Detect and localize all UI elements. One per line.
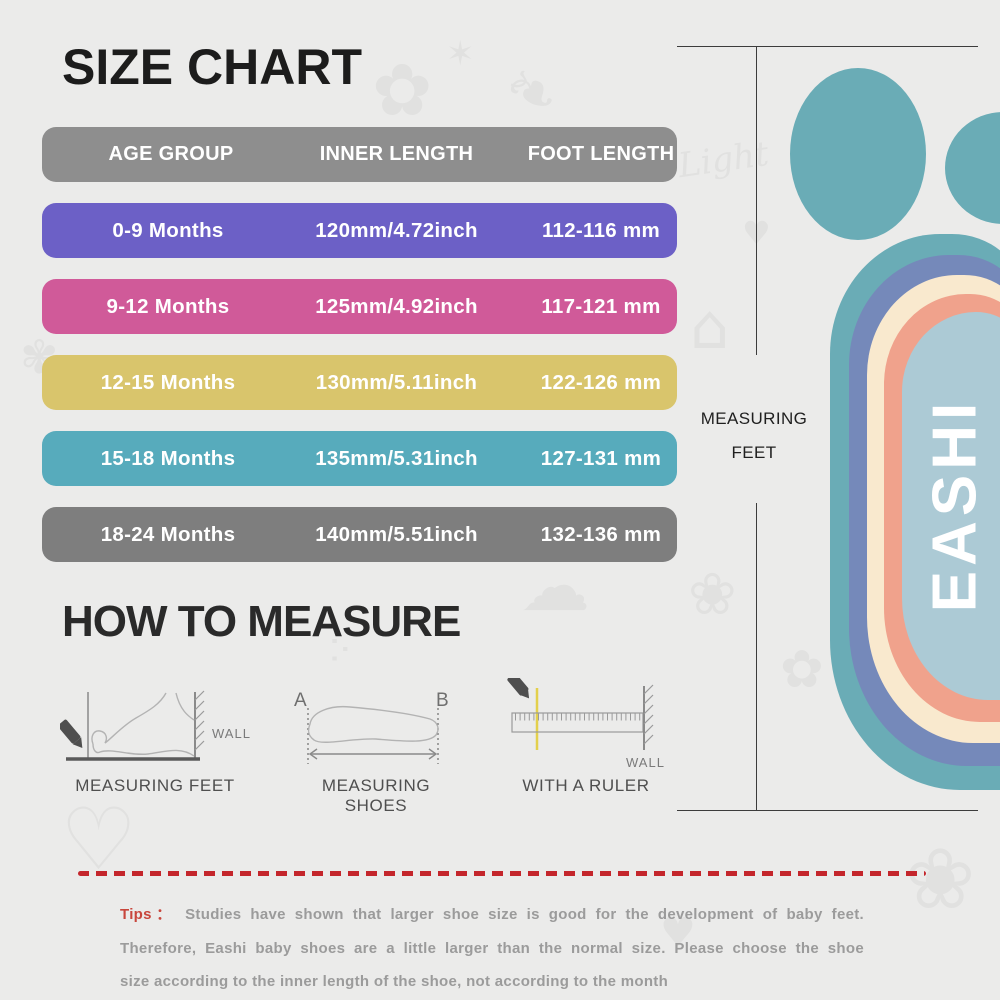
ruler-body [511, 712, 644, 733]
cell-inner-length: 140mm/5.51inch [315, 522, 478, 546]
cell-inner-length: 125mm/4.92inch [315, 294, 478, 318]
doodle-star-icon: ✶ [446, 34, 475, 74]
measure-line-bottom [677, 810, 978, 811]
wall-text: WALL [626, 755, 665, 770]
tips-line-2: Therefore, Eashi baby shoes are a little… [120, 939, 864, 957]
cell-inner-length: 120mm/4.72inch [315, 218, 478, 242]
diagram-label-measuring-shoes: MEASURING SHOES [321, 776, 431, 815]
table-row: 18-24 Months 140mm/5.51inch 132-136 mm [42, 507, 677, 562]
wall-text: WALL [212, 726, 250, 741]
table-row: 12-15 Months 130mm/5.11inch 122-126 mm [42, 355, 677, 410]
header-foot-length: FOOT LENGTH [527, 143, 675, 165]
shoe-sole-outline [307, 705, 439, 743]
foot-profile-outline [91, 692, 195, 757]
table-row: 0-9 Months 120mm/4.72inch 112-116 mm [42, 203, 677, 258]
cell-age-group: 15-18 Months [100, 446, 236, 470]
doodle-house-icon: ⌂ [690, 290, 730, 363]
cell-foot-length: 132-136 mm [540, 522, 662, 546]
table-row: 9-12 Months 125mm/4.92inch 117-121 mm [42, 279, 677, 334]
measure-line-vertical-lower [756, 503, 757, 810]
header-inner-length: INNER LENGTH [319, 143, 474, 165]
cell-foot-length: 122-126 mm [540, 370, 662, 394]
cell-inner-length: 130mm/5.11inch [315, 370, 478, 394]
length-arrow-icon [308, 748, 438, 760]
pencil-icon [507, 678, 530, 699]
point-a-label: A [294, 690, 307, 711]
point-b-label: B [436, 690, 449, 711]
dashed-divider [78, 871, 926, 876]
diagram-measuring-shoes: A B MEASURING SHOES [290, 688, 462, 816]
tips-text-1: Studies have shown that larger shoe size… [185, 906, 864, 923]
pencil-icon [60, 719, 83, 748]
cell-age-group: 0-9 Months [112, 218, 224, 242]
measuring-feet-side-label: MEASURING FEET [694, 402, 814, 470]
measuring-shoes-illustration: A B [294, 690, 449, 764]
measuring-feet-side-label-line1: MEASURING [700, 409, 808, 428]
header-age-group: AGE GROUP [108, 143, 234, 165]
tips-paragraph: Tips： Studies have shown that larger sho… [120, 898, 864, 999]
ruler-illustration: WALL [507, 678, 665, 770]
doodle-flower-icon: ✿ [372, 48, 433, 132]
diagram-label-with-a-ruler: WITH A RULER [522, 776, 650, 795]
measuring-feet-illustration: WALL [60, 690, 250, 761]
doodle-leaf-icon: ❧ [490, 46, 573, 138]
doodle-flower-icon: ✿ [780, 640, 824, 700]
cell-inner-length: 135mm/5.31inch [315, 446, 478, 470]
wall-hatch-icon [643, 684, 654, 745]
page-title: SIZE CHART [62, 39, 362, 95]
diagram-measuring-feet: WALL MEASURING FEET [60, 686, 250, 796]
foot-big-toe [790, 68, 926, 240]
wall-hatch-icon [194, 690, 205, 751]
diagram-with-a-ruler: WALL WITH A RULER [498, 678, 674, 796]
foot-small-toe [945, 112, 1000, 224]
how-to-measure-title: HOW TO MEASURE [62, 597, 461, 646]
cell-foot-length: 117-121 mm [541, 294, 661, 318]
cell-age-group: 12-15 Months [100, 370, 236, 394]
brand-logo-eashi: EASHI [920, 397, 990, 613]
cell-foot-length: 112-116 mm [541, 218, 661, 242]
cell-age-group: 9-12 Months [106, 294, 230, 318]
tips-line-1: Tips： Studies have shown that larger sho… [120, 898, 864, 932]
tips-label: Tips： [120, 906, 177, 923]
foot-inner [902, 312, 1000, 700]
doodle-flower-icon: ❀ [905, 830, 976, 928]
table-row: 15-18 Months 135mm/5.31inch 127-131 mm [42, 431, 677, 486]
measure-line-vertical-upper [756, 46, 757, 355]
cell-foot-length: 127-131 mm [540, 446, 662, 470]
doodle-flower-icon: ❀ [688, 560, 737, 628]
diagram-label-measuring-feet: MEASURING FEET [75, 776, 235, 795]
measuring-feet-side-label-line2: FEET [731, 443, 777, 462]
tips-line-3: size according to the inner length of th… [120, 973, 669, 990]
cell-age-group: 18-24 Months [100, 522, 236, 546]
measure-line-top [677, 46, 978, 47]
table-header-row: AGE GROUP INNER LENGTH FOOT LENGTH [42, 127, 677, 182]
